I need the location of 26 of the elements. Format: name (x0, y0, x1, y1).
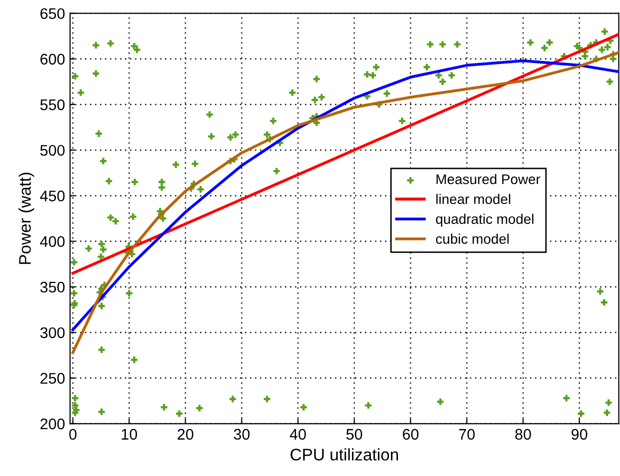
y-tick-label: 650 (40, 8, 65, 20)
legend-label: linear model (436, 194, 510, 204)
legend-label: cubic model (436, 234, 509, 244)
y-tick-label: 600 (40, 54, 65, 65)
x-tick-label: 40 (290, 428, 306, 440)
y-tick-label: 400 (40, 236, 65, 247)
y-tick-label: 450 (40, 190, 65, 202)
legend-label: Measured Power (436, 174, 540, 184)
x-tick-label: 30 (234, 428, 250, 440)
x-axis-title: CPU utilization (290, 448, 398, 461)
y-tick-label: 250 (40, 372, 65, 384)
x-tick-label: 10 (122, 428, 138, 440)
x-tick-label: 20 (178, 428, 194, 440)
y-tick-label: 200 (40, 418, 65, 430)
x-tick-label: 70 (459, 428, 475, 440)
x-tick-label: 80 (515, 428, 531, 440)
y-axis-title: Power (watt) (18, 172, 34, 264)
x-tick-label: 60 (402, 428, 418, 440)
y-tick-label: 500 (40, 144, 65, 156)
x-tick-label: 0 (69, 428, 77, 440)
x-tick-label: 50 (346, 428, 362, 440)
y-tick-label: 300 (40, 327, 65, 338)
x-tick-label: 90 (572, 428, 588, 440)
y-tick-label: 350 (40, 282, 65, 293)
legend-label: quadratic model (436, 214, 534, 227)
y-tick-label: 550 (40, 99, 65, 110)
